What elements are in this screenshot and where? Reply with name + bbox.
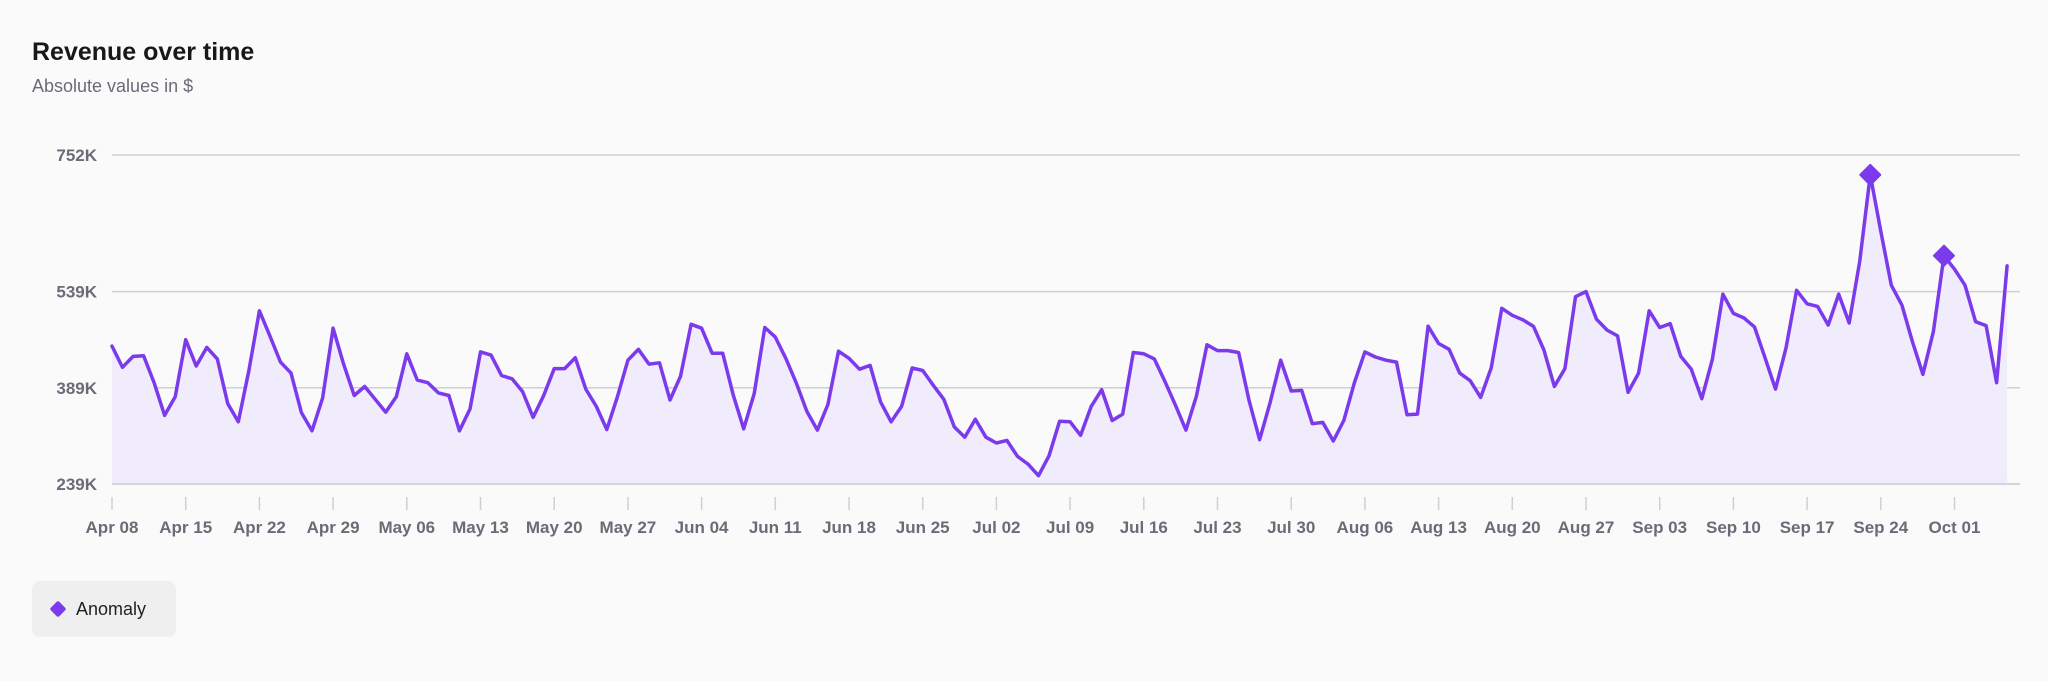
- x-tick-label: Aug 27: [1558, 518, 1615, 537]
- x-tick-label: Jul 23: [1193, 518, 1241, 537]
- x-tick-label: Oct 01: [1929, 518, 1981, 537]
- anomaly-marker: [1859, 163, 1882, 186]
- x-tick-label: May 06: [378, 518, 435, 537]
- x-tick-label: Jul 16: [1120, 518, 1168, 537]
- y-tick-label: 539K: [56, 283, 97, 302]
- x-tick-label: Jun 11: [749, 518, 802, 537]
- x-tick-label: May 27: [600, 518, 657, 537]
- revenue-line-chart: 239K 389K 539K 752K Apr 08 Apr 15 Apr 22 Apr 29…: [56, 146, 2020, 537]
- x-tick-label: Apr 29: [307, 518, 360, 537]
- x-tick-label: Sep 17: [1780, 518, 1835, 537]
- y-tick-label: 389K: [56, 379, 97, 398]
- legend-label: Anomaly: [76, 598, 147, 619]
- x-tick-label: Jun 25: [896, 518, 950, 537]
- x-tick-label: Jul 09: [1046, 518, 1094, 537]
- x-tick-label: Aug 06: [1337, 518, 1394, 537]
- x-tick-label: May 13: [452, 518, 509, 537]
- diamond-marker-icon: [49, 600, 67, 618]
- x-tick-label: Apr 08: [86, 518, 139, 537]
- series-line-revenue: [110, 173, 2009, 478]
- x-tick-label: Jun 18: [822, 518, 876, 537]
- anomaly-marker: [1932, 244, 1955, 267]
- chart-title: Revenue over time: [32, 38, 255, 66]
- legend-item-anomaly[interactable]: Anomaly: [32, 581, 176, 637]
- y-tick-label: 239K: [56, 475, 97, 494]
- x-tick-label: Aug 20: [1484, 518, 1541, 537]
- x-tick-label: Apr 22: [233, 518, 286, 537]
- x-tick-label: Sep 03: [1632, 518, 1687, 537]
- chart-subtitle: Absolute values in $: [32, 76, 194, 96]
- series-area-fill: [112, 174, 2008, 484]
- x-tick-label: Jul 02: [972, 518, 1020, 537]
- x-tick-label: Sep 24: [1853, 518, 1908, 537]
- x-tick-label: Sep 10: [1706, 518, 1761, 537]
- x-tick-label: Apr 15: [159, 518, 212, 537]
- x-tick-label: Aug 13: [1410, 518, 1467, 537]
- x-tick-label: Jul 30: [1267, 518, 1315, 537]
- x-tick-label: Jun 04: [675, 518, 729, 537]
- x-tick-label: May 20: [526, 518, 583, 537]
- y-tick-label: 752K: [56, 146, 97, 165]
